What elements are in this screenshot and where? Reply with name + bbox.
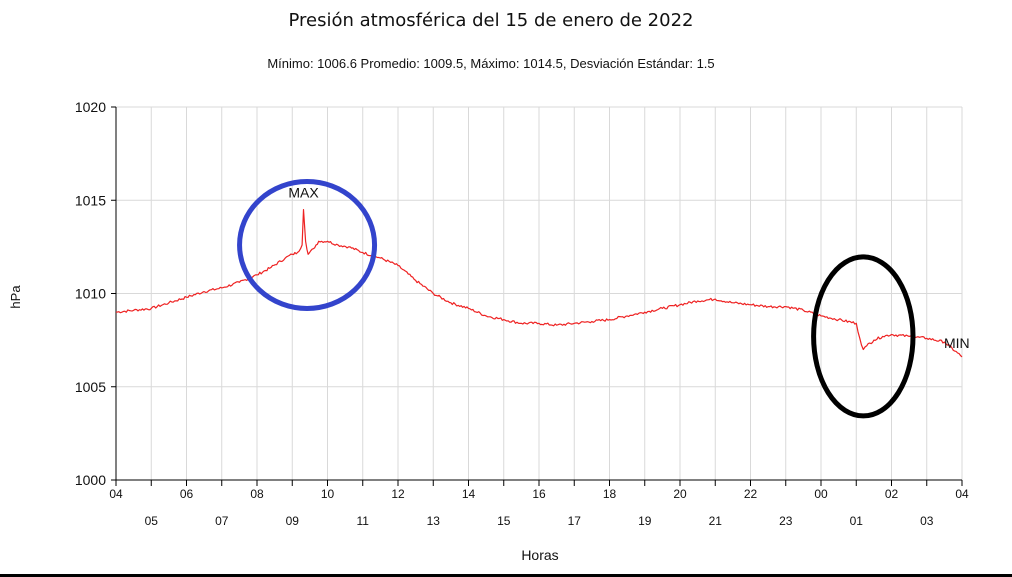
x-tick-label: 10: [321, 487, 335, 501]
x-tick-label: 09: [286, 514, 300, 528]
x-tick-label: 23: [779, 514, 793, 528]
y-tick-label: 1015: [75, 192, 106, 208]
bottom-border: [0, 574, 1012, 577]
x-tick-label: 00: [814, 487, 828, 501]
x-tick-label: 04: [955, 487, 969, 501]
x-tick-label: 12: [391, 487, 405, 501]
highlight-circle-max: [237, 179, 378, 311]
x-tick-label: 18: [603, 487, 617, 501]
max-label: MAX: [288, 185, 319, 201]
chart-subtitle: Mínimo: 1006.6 Promedio: 1009.5, Máximo:…: [267, 56, 715, 71]
x-tick-label: 17: [568, 514, 582, 528]
y-tick-label: 1000: [75, 472, 106, 488]
x-tick-label: 20: [673, 487, 687, 501]
highlight-circle-min: [811, 254, 916, 419]
x-tick-label: 19: [638, 514, 652, 528]
x-tick-label: 01: [850, 514, 864, 528]
series-line: [115, 209, 963, 358]
x-tick-label: 11: [357, 514, 370, 528]
x-tick-label: 06: [180, 487, 194, 501]
chart-title: Presión atmosférica del 15 de enero de 2…: [288, 10, 694, 31]
y-tick-label: 1010: [75, 286, 106, 302]
x-tick-label: 08: [250, 487, 264, 501]
grid-layer: [116, 106, 963, 480]
x-tick-label: 13: [427, 514, 441, 528]
x-tick-label: 22: [744, 487, 758, 501]
x-tick-label: 03: [920, 514, 934, 528]
x-tick-label: 21: [709, 514, 723, 528]
x-axis-title: Horas: [521, 547, 558, 563]
x-tick-label: 05: [145, 514, 159, 528]
tick-layer: 1000 1005 1010 1015 1020 04 06 08 10 12 14 16 18 20 22…: [75, 99, 969, 528]
x-tick-label: 14: [462, 487, 476, 501]
y-axis-title: hPa: [8, 285, 23, 309]
x-tick-label: 07: [215, 514, 229, 528]
annotation-layer: MAX MIN: [237, 179, 970, 419]
series-layer: [115, 209, 963, 358]
x-tick-label: 04: [109, 487, 123, 501]
x-tick-label: 15: [497, 514, 511, 528]
y-tick-label: 1020: [75, 99, 106, 115]
x-tick-label: 02: [885, 487, 899, 501]
min-label: MIN: [944, 335, 970, 351]
x-tick-label: 16: [532, 487, 546, 501]
y-tick-label: 1005: [75, 379, 106, 395]
